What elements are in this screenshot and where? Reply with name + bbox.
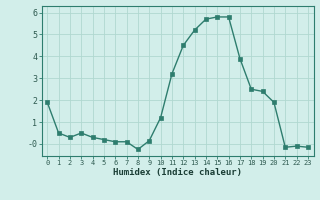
X-axis label: Humidex (Indice chaleur): Humidex (Indice chaleur) bbox=[113, 168, 242, 177]
